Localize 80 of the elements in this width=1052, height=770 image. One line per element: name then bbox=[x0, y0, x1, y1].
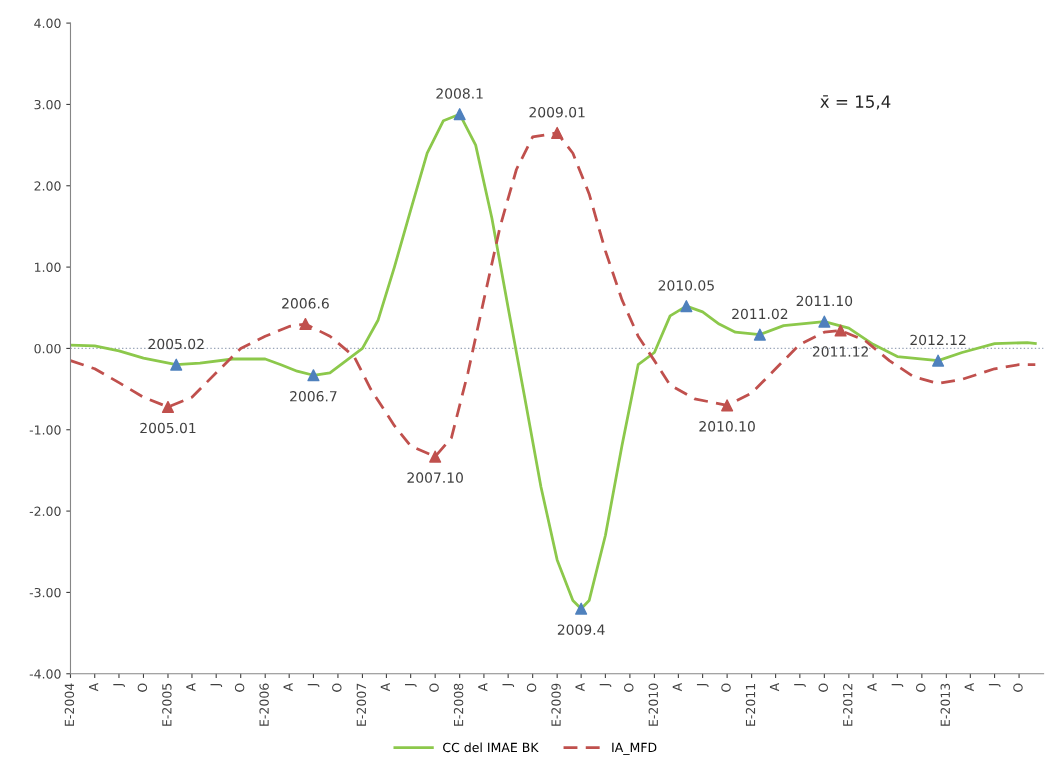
x-tick-label: O bbox=[1013, 683, 1023, 692]
point bbox=[575, 602, 588, 615]
annotation: x̄ = 15,4 bbox=[820, 95, 891, 110]
point bbox=[299, 317, 312, 331]
point bbox=[307, 369, 320, 382]
x-tick-label: O bbox=[916, 683, 926, 692]
annotation: 2005.01 bbox=[140, 422, 196, 434]
x-tick-label: J bbox=[307, 684, 320, 688]
legend-label: CC del IMAE BK bbox=[443, 742, 539, 753]
x-tick-label: O bbox=[234, 683, 245, 692]
annotation: 2010.05 bbox=[658, 280, 714, 291]
x-tick-label: O bbox=[137, 683, 148, 692]
point bbox=[932, 354, 945, 367]
legend-label: IA_MFD bbox=[612, 742, 657, 755]
x-tick-label: J bbox=[404, 684, 417, 688]
x-tick-label: A bbox=[380, 682, 390, 692]
x-tick-label: J bbox=[113, 684, 125, 688]
x-tick-label: O bbox=[526, 683, 537, 692]
y-tick-label: 1.00 bbox=[35, 262, 61, 273]
point bbox=[834, 324, 847, 337]
annotation: 2012.12 bbox=[910, 334, 966, 346]
x-tick-label: J bbox=[210, 684, 223, 688]
x-tick-label: A bbox=[283, 682, 293, 692]
x-tick-label: E-2011 bbox=[745, 683, 756, 726]
point bbox=[453, 108, 466, 121]
x-tick-label: E-2012 bbox=[843, 684, 853, 726]
annotation: 2009.01 bbox=[529, 106, 585, 118]
x-tick-label: J bbox=[599, 684, 612, 688]
point bbox=[753, 328, 766, 341]
annotation: 2009.4 bbox=[557, 624, 605, 635]
x-tick-label: J bbox=[988, 684, 1001, 688]
y-tick-label: 4.00 bbox=[34, 18, 61, 29]
annotation: 2011.02 bbox=[732, 308, 788, 320]
x-tick-label: A bbox=[672, 682, 682, 692]
x-tick-label: J bbox=[794, 684, 806, 688]
x-tick-label: A bbox=[575, 682, 585, 692]
point bbox=[551, 126, 564, 139]
x-tick-label: A bbox=[89, 682, 99, 692]
y-tick-label: 0.00 bbox=[34, 343, 61, 354]
annotation: 2011.10 bbox=[796, 295, 853, 307]
annotation: 2006.6 bbox=[282, 298, 329, 309]
y-tick-label: -3.00 bbox=[29, 587, 61, 598]
x-tick-label: A bbox=[867, 682, 877, 692]
annotation: 2011.12 bbox=[812, 346, 868, 357]
x-tick-label: E-2004 bbox=[64, 683, 75, 726]
annotation: 2007.10 bbox=[407, 472, 463, 483]
point bbox=[161, 400, 175, 414]
y-tick-label: 2.00 bbox=[34, 181, 61, 191]
x-tick-label: E-2007 bbox=[356, 683, 367, 726]
x-tick-label: A bbox=[478, 682, 488, 692]
x-tick-label: J bbox=[696, 684, 709, 688]
x-tick-label: E-2010 bbox=[648, 683, 659, 726]
y-tick-label: 3.00 bbox=[34, 99, 61, 110]
point bbox=[680, 300, 693, 313]
x-tick-label: O bbox=[624, 683, 634, 692]
annotation: 2005.02 bbox=[148, 338, 204, 350]
x-tick-label: J bbox=[891, 684, 904, 688]
x-tick-label: E-2005 bbox=[162, 683, 172, 726]
x-tick-label: O bbox=[332, 683, 342, 692]
point bbox=[170, 358, 183, 371]
x-tick-label: O bbox=[818, 683, 828, 692]
x-tick-label: O bbox=[429, 683, 439, 692]
annotation: 2010.10 bbox=[699, 421, 755, 432]
annotation: 2006.7 bbox=[290, 391, 337, 402]
x-tick-label: E-2009 bbox=[551, 683, 561, 726]
x-tick-label: J bbox=[502, 684, 515, 688]
y-tick-label: -2.00 bbox=[29, 506, 61, 517]
y-tick-label: -1.00 bbox=[29, 425, 61, 435]
y-tick-label: -4.00 bbox=[29, 669, 61, 679]
x-tick-label: A bbox=[769, 682, 780, 692]
point bbox=[818, 315, 831, 328]
annotation: 2008.1 bbox=[436, 88, 483, 99]
x-tick-label: A bbox=[186, 682, 196, 692]
point bbox=[721, 399, 734, 412]
x-tick-label: O bbox=[721, 683, 731, 692]
x-tick-label: E-2006 bbox=[259, 683, 269, 726]
x-tick-label: E-2013 bbox=[940, 683, 950, 726]
x-tick-label: E-2008 bbox=[453, 683, 464, 726]
point bbox=[429, 450, 442, 463]
x-tick-label: A bbox=[964, 682, 974, 692]
